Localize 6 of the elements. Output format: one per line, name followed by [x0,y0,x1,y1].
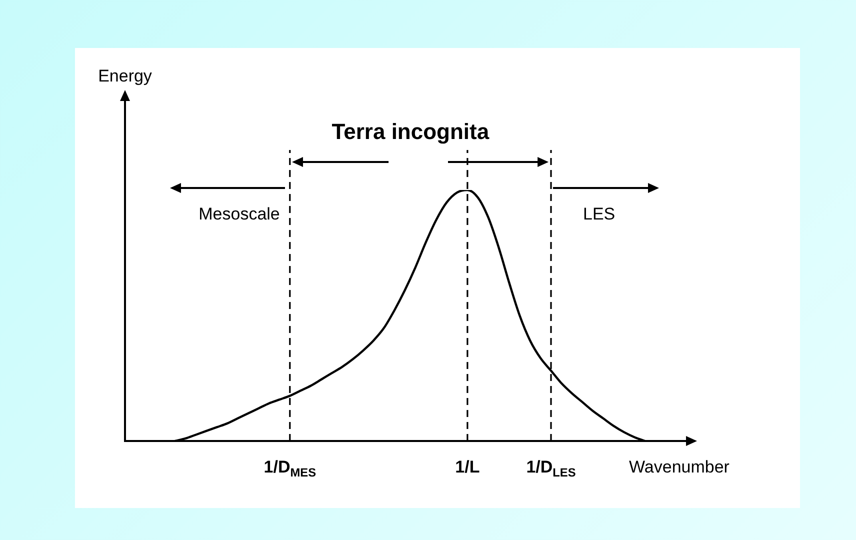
text: Energy [98,66,152,86]
x-axis-title: Wavenumber [629,458,730,477]
annotation: LES [583,204,616,224]
annotation: Mesoscale [198,204,280,224]
text: Terra incognita [332,119,490,144]
x-tick-label: 1/L [455,458,480,477]
